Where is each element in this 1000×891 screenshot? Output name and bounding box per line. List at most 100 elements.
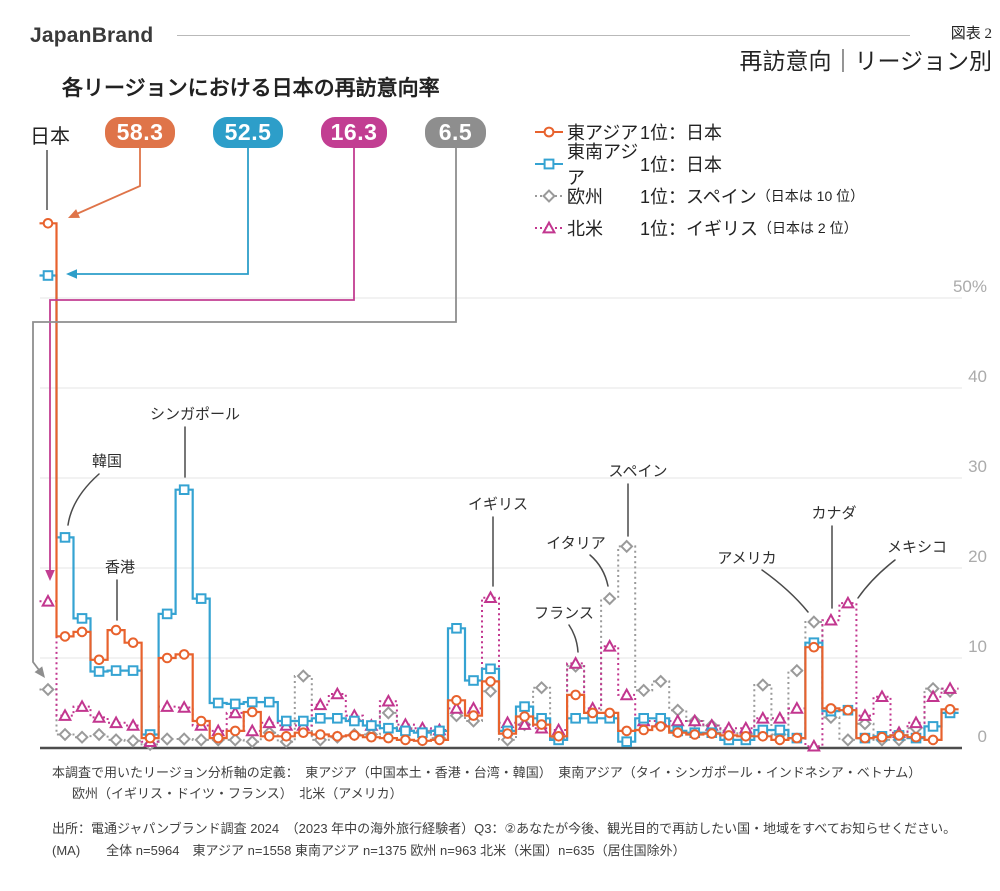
triangle-marker [483, 590, 498, 603]
triangle-marker [806, 738, 821, 752]
circle-marker [110, 624, 122, 636]
square-marker [638, 713, 650, 724]
circle-marker [774, 734, 786, 746]
diamond-marker [194, 733, 208, 747]
circle-marker [740, 731, 752, 742]
square-marker [93, 666, 105, 677]
circle-marker [383, 732, 394, 744]
diamond-marker [126, 734, 140, 748]
annotation-line [568, 624, 579, 653]
square-marker [927, 721, 939, 732]
circle-marker [195, 715, 207, 727]
square-marker [543, 158, 555, 170]
circle-marker [127, 637, 139, 649]
circle-marker [655, 721, 667, 732]
source-note-line1: 出所：電通ジャパンブランド調査 2024 （2023 年中の海外旅行経験者）Q3… [52, 821, 957, 836]
square-marker [59, 532, 71, 543]
triangle-marker [41, 593, 55, 607]
value-badge-europe: 6.5 [425, 117, 486, 148]
y-tick-label: 10 [968, 637, 987, 656]
square-marker [178, 484, 190, 495]
diamond-marker [109, 733, 123, 747]
circle-marker [689, 729, 701, 740]
triangle-marker [909, 715, 924, 729]
diamond-marker [58, 727, 72, 742]
legend: 東アジア 1位：日本 東南アジア 1位：日本欧州 1位：スペイン （日本は 10 位） 北… [534, 116, 864, 244]
square-marker [315, 713, 326, 724]
annotation-label-イタリア: イタリア [546, 535, 605, 552]
circle-marker [468, 710, 479, 721]
circle-marker [332, 731, 343, 742]
circle-marker [570, 689, 581, 701]
diamond-marker [245, 734, 259, 749]
annotation-label-アメリカ: アメリカ [717, 550, 776, 567]
diamond-marker [41, 682, 55, 697]
circle-marker [263, 731, 275, 742]
definition-note-line2: 欧州（イギリス・ドイツ・フランス） 北米（アメリカ） [72, 786, 403, 801]
circle-marker [672, 727, 684, 739]
annotation-label-イギリス: イギリス [468, 496, 528, 513]
source-note-line2: (MA) 全体 n=5964 東アジア n=1558 東南アジア n=1375 … [52, 843, 686, 858]
y-tick-label: 40 [968, 367, 987, 386]
legend-item-2: 欧州 1位：スペイン （日本は 10 位） [534, 180, 864, 212]
series-line-欧州 [39, 545, 959, 746]
japan-label: 日本 [30, 126, 70, 148]
callout-arrowhead [68, 209, 81, 218]
triangle-marker [568, 656, 583, 669]
circle-marker [144, 732, 156, 744]
circle-marker [553, 731, 564, 742]
y-tick-label: 30 [968, 457, 987, 476]
square-marker [349, 715, 360, 727]
circle-marker [604, 707, 615, 719]
diamond-marker [296, 669, 311, 683]
legend-rank-text: 1位：日本 [640, 155, 723, 175]
triangle-marker [823, 612, 838, 626]
triangle-marker [687, 713, 702, 727]
circle-marker [485, 676, 496, 687]
triangle-marker [789, 701, 804, 714]
square-marker [570, 713, 581, 724]
triangle-marker [313, 697, 328, 711]
circle-marker [366, 731, 377, 743]
triangle-marker [330, 686, 345, 700]
diamond-marker [228, 733, 242, 747]
badge-callout-line-0 [71, 148, 141, 217]
badge-callout-line-2 [49, 148, 355, 574]
legend-item-3: 北米 1位：イギリス （日本は 2 位） [534, 212, 864, 244]
circle-marker [315, 729, 326, 740]
circle-marker [519, 711, 530, 722]
triangle-marker [109, 715, 124, 729]
diamond-marker [160, 732, 174, 746]
circle-marker [502, 728, 513, 739]
square-marker [42, 270, 54, 281]
annotation-label-シンガポール: シンガポール [150, 406, 240, 423]
callout-arrowhead [66, 269, 77, 279]
square-marker [246, 696, 258, 708]
circle-marker [876, 731, 888, 743]
annotation-label-スペイン: スペイン [609, 463, 668, 480]
triangle-marker [160, 699, 175, 712]
legend-region-name: 東アジア [567, 123, 639, 143]
circle-marker [76, 626, 88, 638]
diamond-marker [483, 684, 498, 699]
figure-title: 再訪意向｜リージョン別 [739, 49, 992, 74]
diamond-marker [75, 730, 89, 744]
square-marker [263, 696, 275, 708]
circle-marker [246, 706, 258, 718]
circle-marker [910, 731, 922, 743]
square-marker [332, 713, 343, 724]
diamond-marker [841, 733, 855, 747]
triangle-marker [541, 220, 557, 234]
circle-marker [93, 654, 105, 666]
square-marker [468, 675, 479, 686]
square-marker [298, 715, 309, 727]
legend-region-name: 東南アジア [567, 142, 639, 188]
definition-note-line1: 本調査で用いたリージョン分析軸の定義： 東アジア（中国本土・香港・台湾・韓国） … [52, 765, 922, 780]
circle-marker [434, 734, 445, 746]
circle-marker [621, 725, 632, 737]
badge-callout-line-1 [72, 148, 249, 275]
legend-rank-note: （日本は 10 位） [756, 188, 865, 204]
legend-item-0: 東アジア 1位：日本 [534, 116, 864, 148]
diamond-marker [602, 591, 617, 606]
